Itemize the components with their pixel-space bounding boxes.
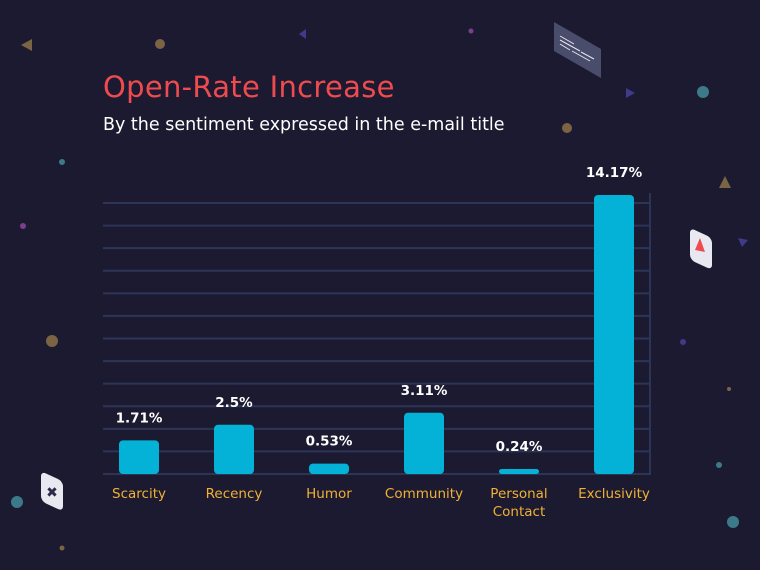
category-label: Exclusivity xyxy=(578,486,650,502)
dot-decoration xyxy=(46,335,58,347)
dot-decoration xyxy=(155,39,165,49)
bar-exclusivity xyxy=(594,195,634,474)
category-label: Humor xyxy=(306,486,352,502)
data-label: 0.53% xyxy=(306,434,353,450)
dot-decoration xyxy=(59,159,65,165)
chart-title: Open-Rate Increase xyxy=(103,70,395,104)
bar-humor xyxy=(309,463,349,474)
dot-decoration xyxy=(727,387,731,391)
bar-scarcity xyxy=(119,440,159,474)
data-label: 3.11% xyxy=(401,383,448,399)
bars xyxy=(119,195,634,474)
category-label: Recency xyxy=(206,486,263,502)
document-card-icon xyxy=(554,22,601,78)
category-label: Contact xyxy=(493,504,546,520)
triangle-decoration xyxy=(299,29,306,39)
dot-decoration xyxy=(697,86,709,98)
dot-decoration xyxy=(716,462,722,468)
data-label: 1.71% xyxy=(116,410,163,426)
triangle-decoration xyxy=(626,88,635,98)
triangle-decoration xyxy=(738,238,748,247)
chart-subtitle: By the sentiment expressed in the e-mail… xyxy=(103,115,505,135)
grid xyxy=(103,193,651,475)
category-label: Personal xyxy=(490,486,547,502)
dot-decoration xyxy=(680,339,686,345)
dot-decoration xyxy=(562,123,572,133)
svg-text:✖: ✖ xyxy=(46,485,58,501)
dot-decoration xyxy=(20,223,26,229)
bar-personal-contact xyxy=(499,469,539,474)
data-label: 2.5% xyxy=(215,395,253,411)
category-label: Scarcity xyxy=(112,486,166,502)
category-label: Community xyxy=(385,486,463,502)
data-labels: 1.71% 2.5% 0.53% 3.11% 0.24% 14.17% xyxy=(116,165,643,455)
triangle-decoration xyxy=(719,176,731,188)
data-label: 14.17% xyxy=(586,165,643,181)
dot-decoration xyxy=(727,516,739,528)
category-labels: Scarcity Recency Humor Community Personal Con… xyxy=(112,486,650,520)
background-decorations: ✖ xyxy=(11,22,748,551)
triangle-decoration xyxy=(21,39,32,51)
dot-decoration xyxy=(468,28,474,34)
dot-decoration xyxy=(59,545,65,551)
dot-decoration xyxy=(11,496,23,508)
navigation-card-icon xyxy=(690,229,712,269)
data-label: 0.24% xyxy=(496,439,543,455)
close-card-icon: ✖ xyxy=(41,472,63,510)
bar-community xyxy=(404,412,444,474)
bar-recency xyxy=(214,424,254,474)
